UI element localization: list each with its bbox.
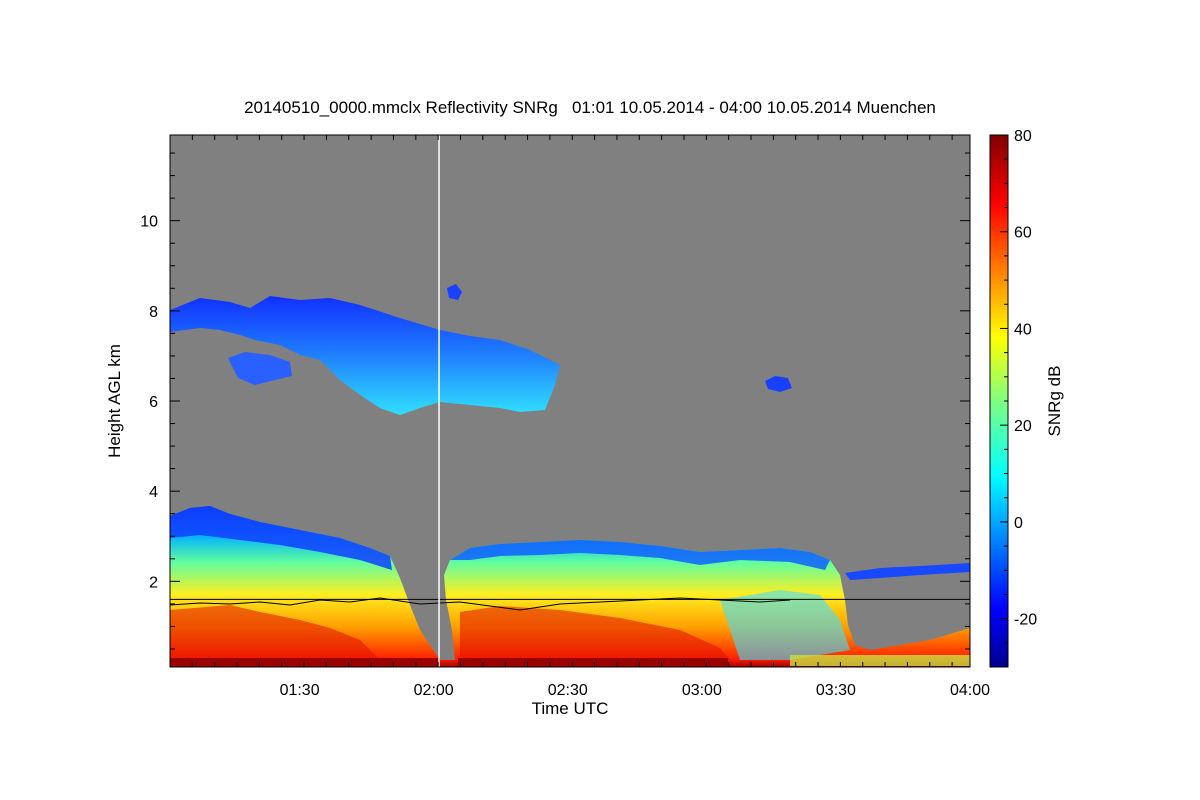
lower-cloud-top	[170, 506, 392, 570]
upper-cloud-patch	[447, 284, 462, 300]
radar-field	[170, 135, 970, 667]
y-tick-label: 10	[140, 214, 158, 231]
y-tick-label: 6	[149, 394, 158, 411]
colorbar-label: SNRg dB	[1045, 366, 1064, 437]
colorbar-tick-label: 40	[1014, 321, 1032, 338]
colorbar-tick-label: 60	[1014, 225, 1032, 242]
thin-layer	[845, 563, 970, 580]
x-tick-label: 02:00	[414, 682, 454, 699]
y-axis: 2 4 6 8 10	[140, 152, 970, 650]
rain-band-red-right	[460, 606, 730, 660]
colorbar-tick-label: 0	[1014, 515, 1023, 532]
colorbar-axis: -20 0 20 40 60 80	[1000, 128, 1037, 644]
x-axis-label: Time UTC	[532, 699, 609, 718]
x-tick-label: 01:30	[280, 682, 320, 699]
surface-clutter	[790, 655, 970, 666]
surface-red-band	[170, 658, 440, 666]
x-tick-label: 04:00	[950, 682, 990, 699]
chart-title: 20140510_0000.mmclx Reflectivity SNRg 01…	[244, 98, 936, 117]
surface-red-band-right	[458, 658, 728, 666]
colorbar-tick-label: -20	[1014, 612, 1037, 629]
colorbar-tick-label: 80	[1014, 128, 1032, 145]
cloud-base-trace	[170, 597, 791, 611]
x-tick-label: 03:00	[682, 682, 722, 699]
upper-cloud-layer	[170, 296, 560, 415]
x-tick-label: 03:30	[816, 682, 856, 699]
y-tick-label: 2	[149, 574, 158, 591]
rain-band-red-left	[170, 605, 380, 660]
x-tick-label: 02:30	[548, 682, 588, 699]
colorbar-tick-label: 20	[1014, 418, 1032, 435]
y-axis-label: Height AGL km	[105, 344, 124, 458]
cyan-trailing-region	[720, 590, 850, 660]
lower-cloud-top-right	[450, 540, 830, 570]
upper-cloud-fragment	[228, 352, 292, 385]
y-tick-label: 8	[149, 304, 158, 321]
small-cloud-patch	[765, 376, 792, 392]
y-tick-label: 4	[149, 484, 158, 501]
x-axis: 01:30 02:00 02:30 03:00 03:30 04:00	[169, 135, 990, 699]
